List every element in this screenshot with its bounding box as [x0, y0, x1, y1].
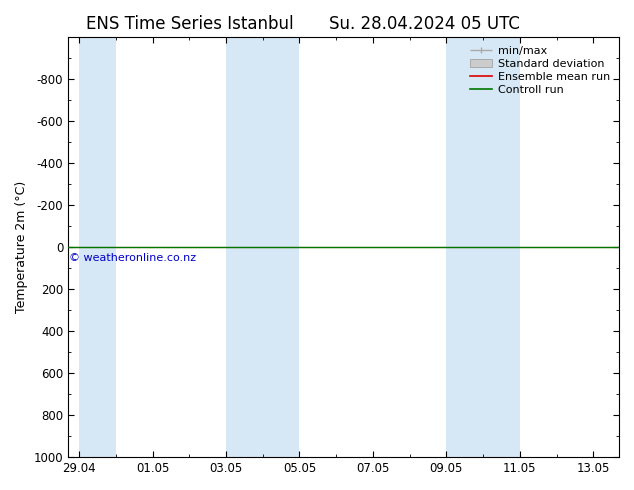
- Y-axis label: Temperature 2m (°C): Temperature 2m (°C): [15, 181, 28, 313]
- Bar: [79, 37, 116, 457]
- Bar: [446, 37, 520, 457]
- Legend: min/max, Standard deviation, Ensemble mean run, Controll run: min/max, Standard deviation, Ensemble me…: [467, 43, 614, 98]
- Bar: [226, 37, 299, 457]
- Text: Su. 28.04.2024 05 UTC: Su. 28.04.2024 05 UTC: [329, 15, 521, 33]
- Text: ENS Time Series Istanbul: ENS Time Series Istanbul: [86, 15, 294, 33]
- Text: © weatheronline.co.nz: © weatheronline.co.nz: [68, 253, 196, 264]
